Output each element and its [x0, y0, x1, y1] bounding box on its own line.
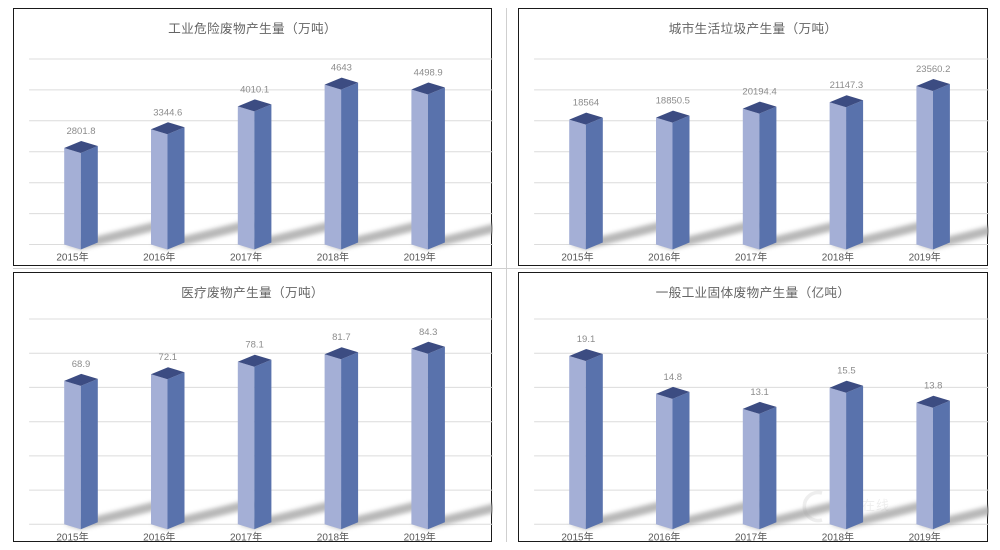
svg-text:2016年: 2016年 [648, 530, 680, 543]
svg-text:84.3: 84.3 [419, 327, 438, 338]
svg-text:4643: 4643 [331, 63, 352, 74]
svg-text:2019年: 2019年 [909, 530, 941, 543]
svg-text:23560.2: 23560.2 [916, 64, 950, 75]
svg-text:2019年: 2019年 [404, 530, 436, 543]
svg-text:4010.1: 4010.1 [240, 84, 269, 95]
svg-text:2018年: 2018年 [317, 251, 349, 264]
svg-text:3344.6: 3344.6 [153, 107, 182, 118]
svg-text:72.1: 72.1 [159, 352, 178, 363]
svg-text:2016年: 2016年 [143, 530, 175, 543]
svg-text:2015年: 2015年 [56, 530, 88, 543]
svg-text:68.9: 68.9 [72, 359, 91, 370]
svg-text:4498.9: 4498.9 [414, 68, 443, 79]
svg-text:2019年: 2019年 [909, 251, 941, 264]
svg-text:18850.5: 18850.5 [656, 96, 690, 107]
svg-text:2017年: 2017年 [230, 530, 262, 543]
svg-text:14.8: 14.8 [664, 372, 683, 383]
svg-text:2017年: 2017年 [230, 251, 262, 264]
svg-text:2018年: 2018年 [822, 530, 854, 543]
svg-text:2015年: 2015年 [561, 251, 593, 264]
svg-text:2018年: 2018年 [822, 251, 854, 264]
svg-text:2017年: 2017年 [735, 251, 767, 264]
svg-text:2017年: 2017年 [735, 530, 767, 543]
svg-text:18564: 18564 [573, 98, 599, 109]
svg-text:2015年: 2015年 [561, 530, 593, 543]
svg-text:15.5: 15.5 [837, 366, 856, 377]
svg-text:78.1: 78.1 [245, 340, 264, 351]
svg-text:2019年: 2019年 [404, 251, 436, 264]
svg-text:2801.8: 2801.8 [66, 126, 95, 137]
svg-text:13.8: 13.8 [924, 381, 943, 392]
svg-text:13.1: 13.1 [750, 387, 769, 398]
svg-text:2016年: 2016年 [143, 251, 175, 264]
svg-text:2016年: 2016年 [648, 251, 680, 264]
svg-text:2018年: 2018年 [317, 530, 349, 543]
svg-text:2015年: 2015年 [56, 251, 88, 264]
svg-text:81.7: 81.7 [332, 332, 351, 343]
svg-text:20194.4: 20194.4 [742, 87, 776, 98]
svg-text:19.1: 19.1 [577, 334, 596, 345]
svg-text:21147.3: 21147.3 [830, 80, 864, 91]
